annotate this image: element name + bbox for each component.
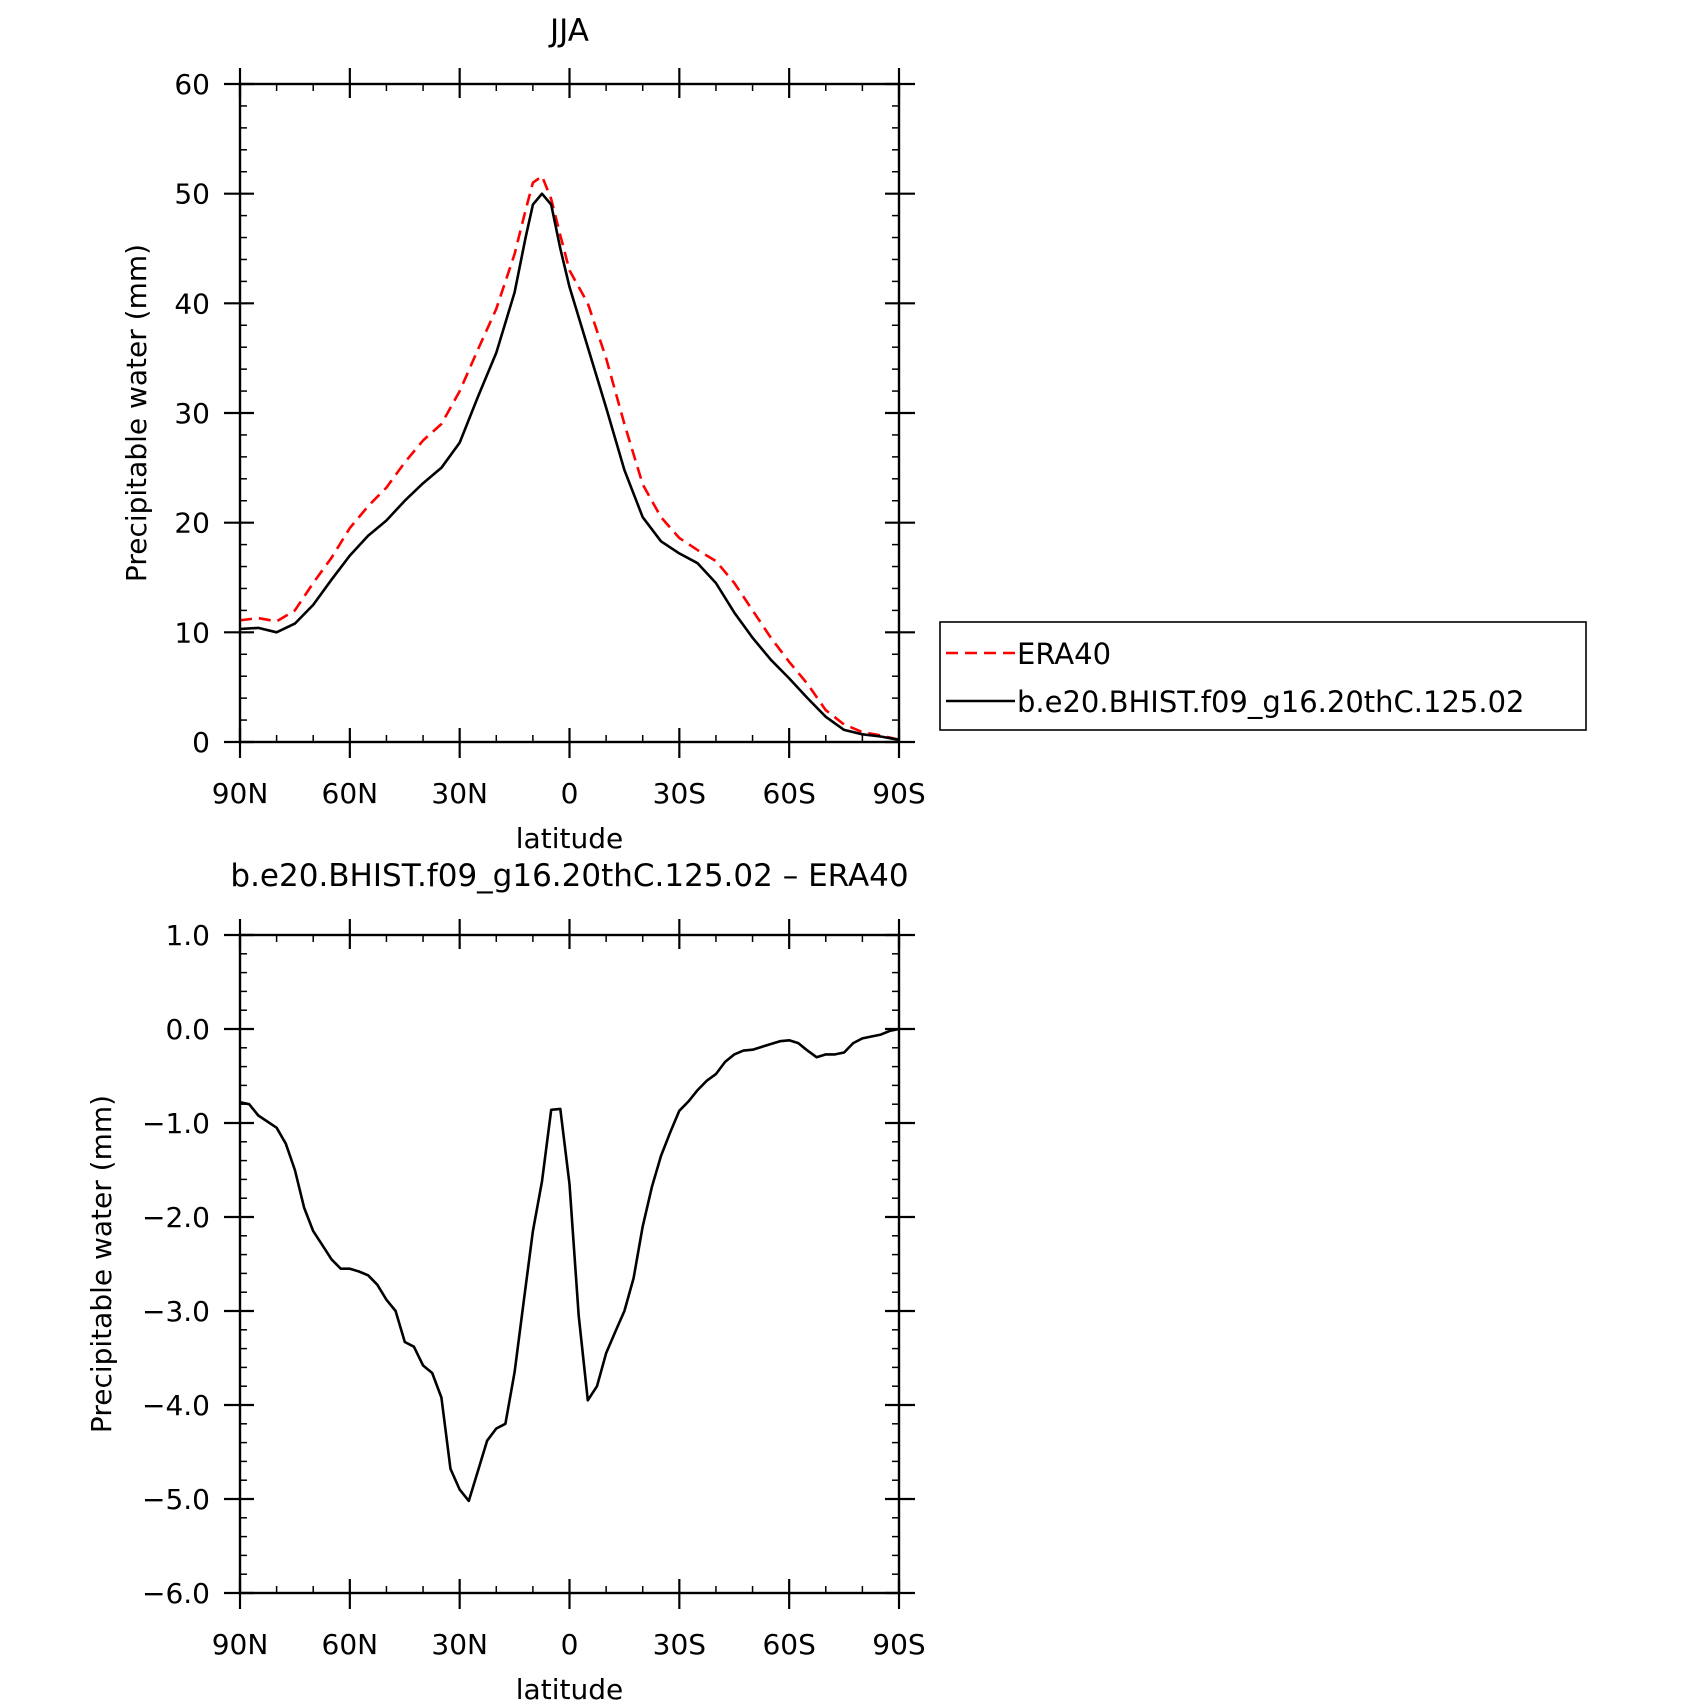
x-tick-label: 60N <box>322 777 379 810</box>
y-tick-label: −2.0 <box>142 1201 210 1234</box>
plot-frame <box>238 82 901 744</box>
x-tick-label: 30N <box>431 1628 488 1661</box>
legend-entry-label: ERA40 <box>1017 637 1111 671</box>
x-tick-label: 90N <box>212 777 269 810</box>
x-tick-label: 30S <box>653 1628 706 1661</box>
bottom-panel-difference: b.e20.BHIST.f09_g16.20thC.125.02 – ERA40… <box>85 858 926 1702</box>
x-axis-label: latitude <box>516 1673 623 1702</box>
legend-entry-label: b.e20.BHIST.f09_g16.20thC.125.02 <box>1017 685 1524 719</box>
series-line-difference <box>239 1027 900 1503</box>
x-tick-label: 60S <box>762 777 815 810</box>
x-axis-label: latitude <box>516 822 623 855</box>
x-tick-label: 60S <box>762 1628 815 1661</box>
y-tick-label: −3.0 <box>142 1295 210 1328</box>
legend: ERA40 b.e20.BHIST.f09_g16.20thC.125.02 <box>939 621 1587 731</box>
series-line-b-e20-bhist-f09-g16-20thc-125-02 <box>239 192 900 742</box>
y-tick-label: −6.0 <box>142 1577 210 1610</box>
x-tick-label: 90S <box>872 777 925 810</box>
top-panel-jja: JJA 0 10 20 30 40 50 60 90N 60N 30N 0 30S 60S 90S latit… <box>120 13 926 855</box>
y-tick-label: 30 <box>174 397 210 430</box>
y-tick-label: 0.0 <box>165 1013 210 1046</box>
chart-title: JJA <box>548 13 589 49</box>
y-tick-label: 10 <box>174 616 210 649</box>
y-tick-label: −1.0 <box>142 1107 210 1140</box>
legend-box <box>939 621 1587 731</box>
y-tick-label: −5.0 <box>142 1483 210 1516</box>
y-tick-label: 1.0 <box>165 919 210 952</box>
x-tick-label: 90S <box>872 1628 925 1661</box>
y-tick-label: 40 <box>174 287 210 320</box>
series-line-era40 <box>239 174 900 742</box>
y-tick-label: 50 <box>174 178 210 211</box>
chart-title: b.e20.BHIST.f09_g16.20thC.125.02 – ERA40 <box>230 858 908 894</box>
y-tick-label: −4.0 <box>142 1389 210 1422</box>
x-tick-label: 0 <box>561 1628 579 1661</box>
x-tick-label: 30N <box>431 777 488 810</box>
y-axis-label: Precipitable water (mm) <box>120 244 153 582</box>
y-tick-label: 60 <box>174 68 210 101</box>
plot-frame <box>238 933 901 1595</box>
x-tick-label: 90N <box>212 1628 269 1661</box>
x-tick-label: 0 <box>561 777 579 810</box>
y-tick-label: 20 <box>174 507 210 540</box>
y-tick-label: 0 <box>192 726 210 759</box>
y-axis-label: Precipitable water (mm) <box>85 1095 118 1433</box>
x-tick-label: 30S <box>653 777 706 810</box>
x-tick-label: 60N <box>322 1628 379 1661</box>
